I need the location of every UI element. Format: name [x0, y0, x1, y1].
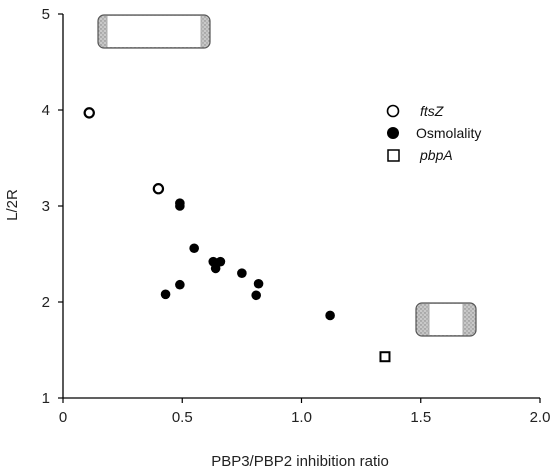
data-point-pbpa: [379, 351, 391, 363]
short-cell-icon: [415, 302, 477, 337]
data-point-osmolality: [189, 243, 199, 254]
legend-marker-osmolality: [387, 127, 399, 139]
cell-interior: [429, 304, 463, 335]
legend: ftsZ Osmolality pbpA: [386, 103, 481, 163]
x-axis-ticks: 0 0.5 1.0 1.5 2.0: [59, 398, 550, 426]
data-point-osmolality: [251, 290, 261, 301]
data-points: [83, 107, 391, 363]
data-point-osmolality: [237, 268, 247, 279]
data-point-ftsz: [83, 107, 95, 119]
data-point-osmolality: [160, 289, 171, 300]
cell-icons: [97, 14, 477, 337]
y-axis-label: L/2R: [4, 189, 21, 221]
data-point-osmolality: [253, 278, 264, 289]
x-tick-label: 1.0: [291, 409, 312, 426]
x-tick-label: 0.5: [172, 409, 193, 426]
y-tick-label: 2: [42, 294, 50, 311]
legend-label-ftsz: ftsZ: [420, 103, 444, 119]
y-tick-label: 4: [42, 102, 50, 119]
legend-marker-ftsz: [386, 104, 400, 118]
legend-marker-pbpa: [387, 149, 400, 162]
x-axis-label: PBP3/PBP2 inhibition ratio: [211, 453, 389, 470]
x-tick-label: 0: [59, 409, 67, 426]
y-tick-label: 5: [42, 6, 50, 23]
axes: [62, 14, 540, 399]
x-tick-label: 2.0: [530, 409, 550, 426]
y-tick-label: 1: [42, 390, 50, 407]
y-tick-label: 3: [42, 198, 50, 215]
data-point-osmolality: [215, 256, 226, 267]
x-tick-label: 1.5: [410, 409, 431, 426]
data-point-osmolality: [175, 201, 185, 211]
data-point-osmolality: [325, 310, 335, 321]
cell-interior: [107, 16, 201, 47]
data-point-osmolality: [175, 279, 185, 290]
elongated-cell-icon: [97, 14, 211, 49]
legend-label-pbpa: pbpA: [419, 147, 453, 163]
data-point-ftsz: [152, 183, 165, 195]
legend-label-osmolality: Osmolality: [416, 125, 481, 141]
y-axis-ticks: 1 2 3 4 5: [42, 6, 63, 407]
data-point-osmolality: [210, 263, 221, 274]
